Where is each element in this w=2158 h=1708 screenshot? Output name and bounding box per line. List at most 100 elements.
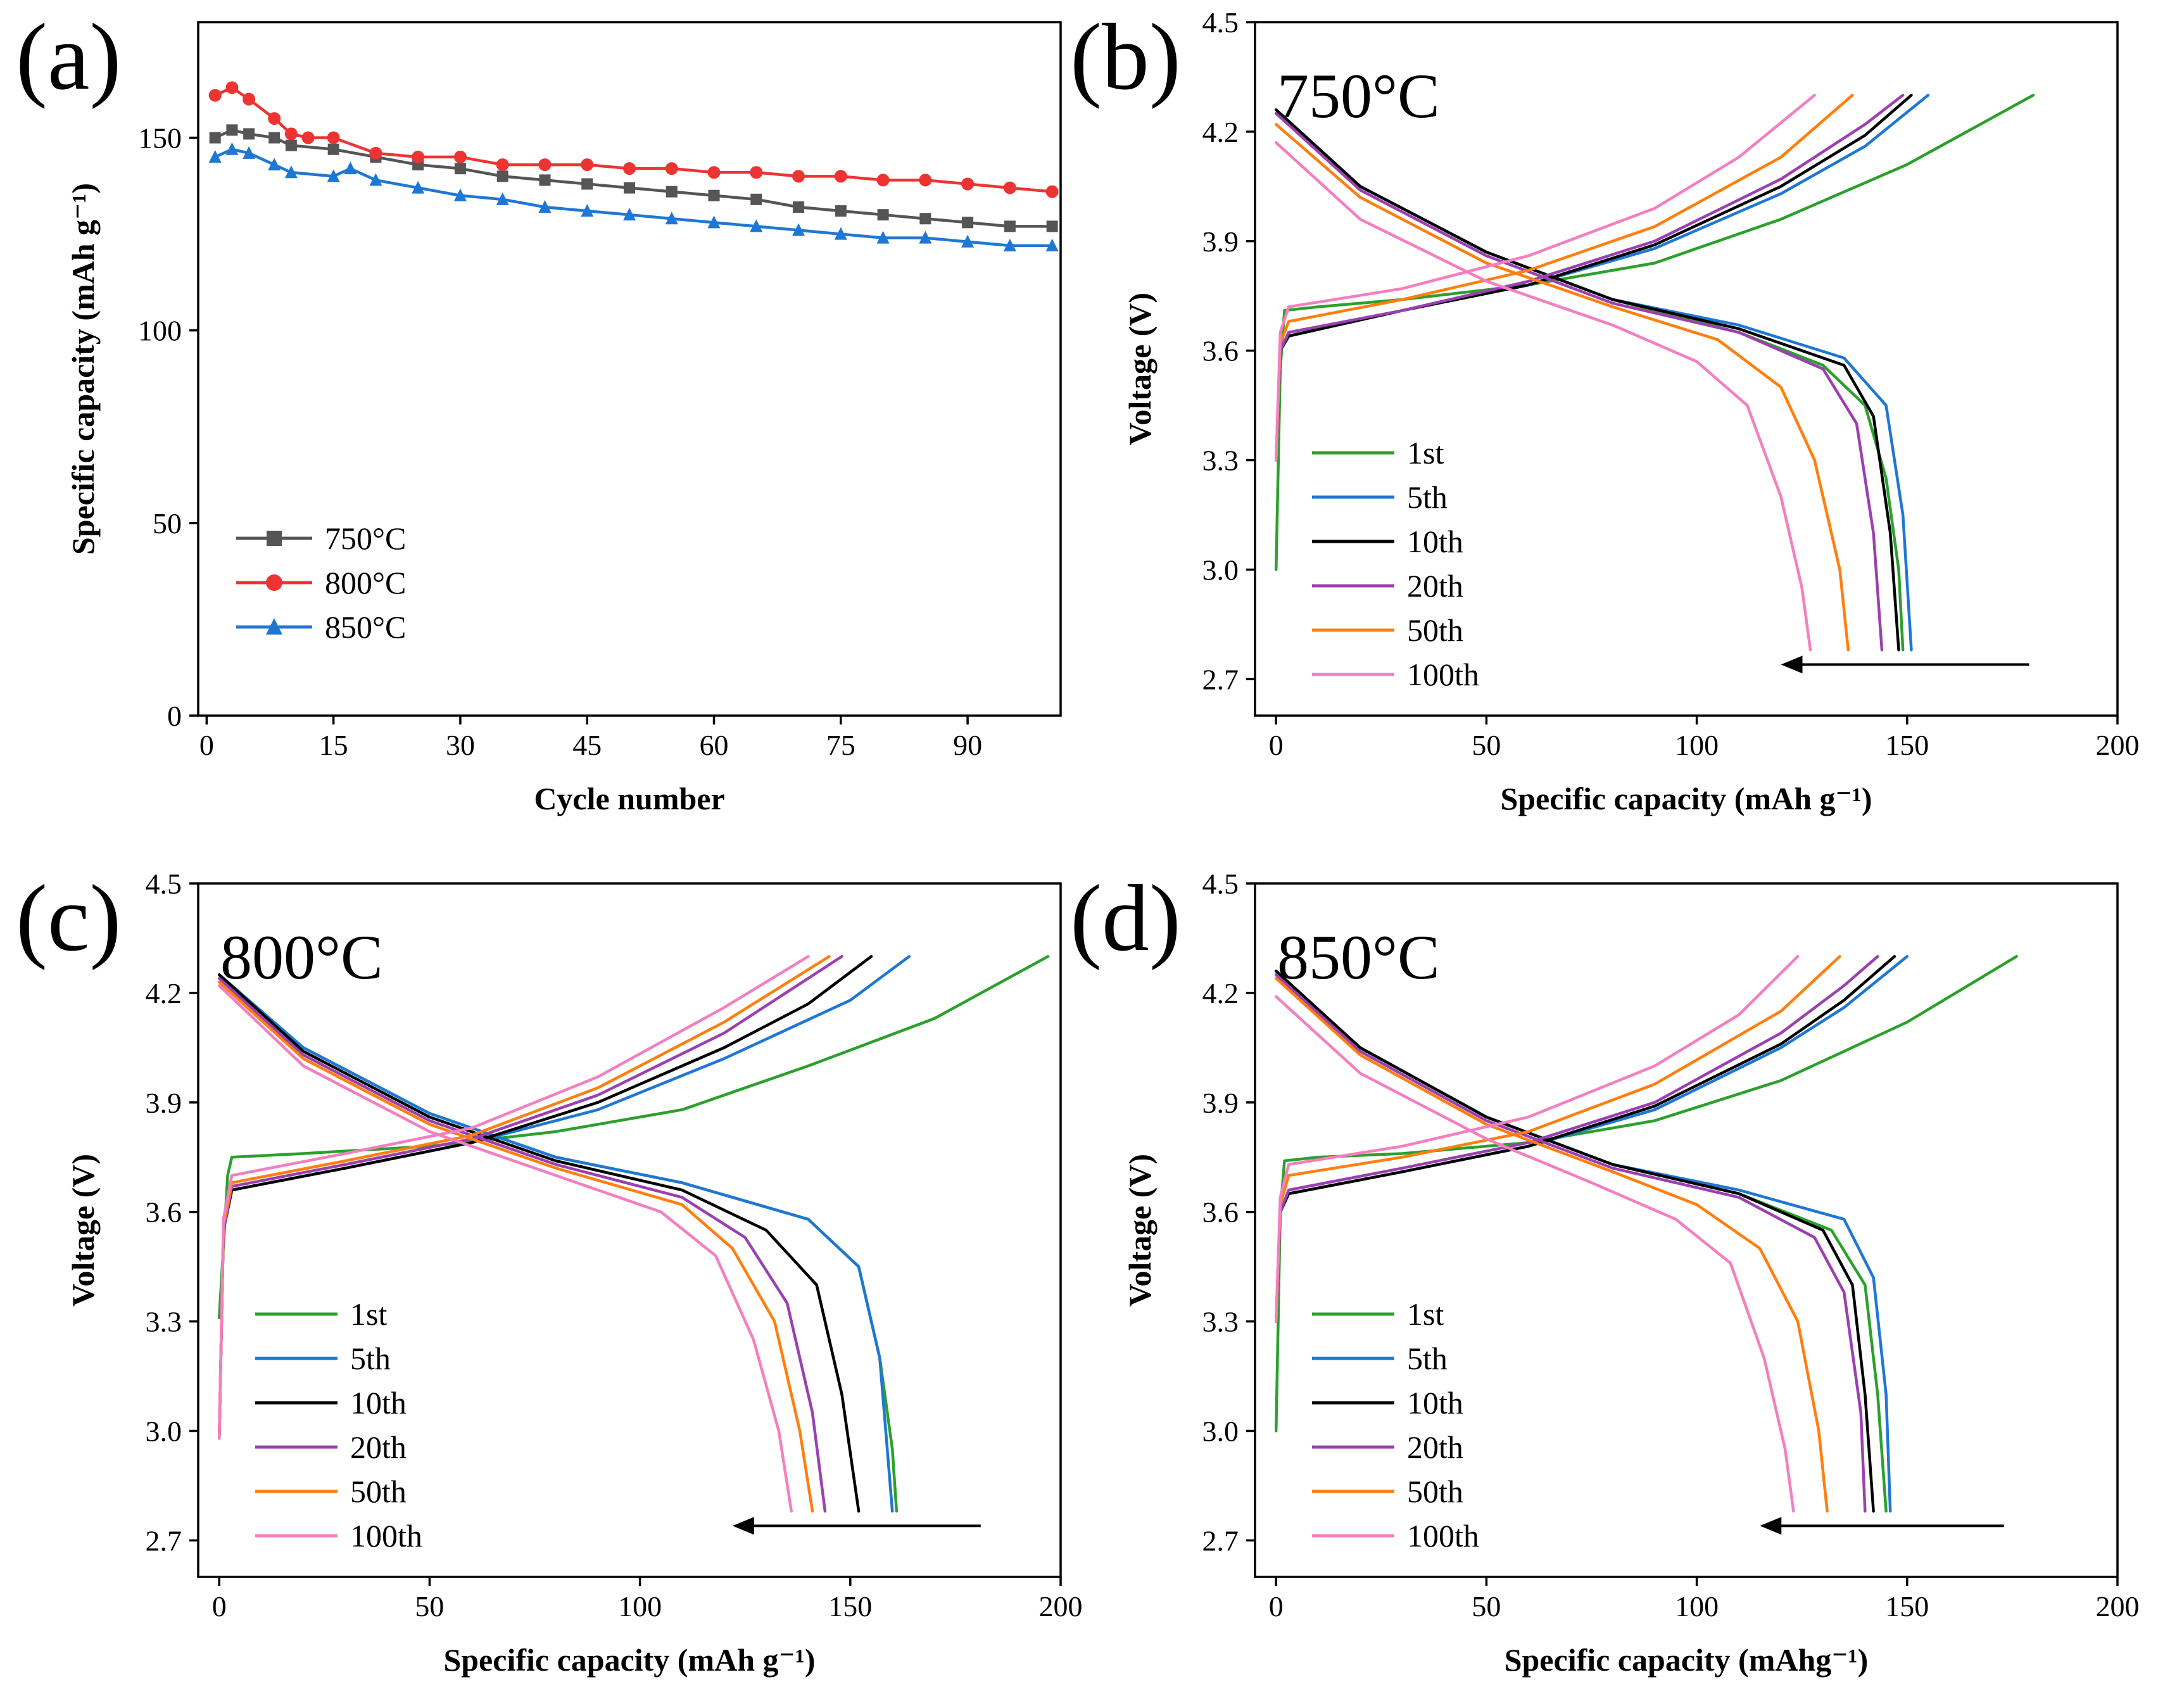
x-tick-label: 100 [1675,1590,1719,1623]
panel-d: 0 50 100 150 200 2.7 3.0 3.3 3.6 3.9 4.2 4.5 Specifi… [1070,866,2140,1678]
square-marker [750,193,762,205]
direction-arrow-head [1781,655,1803,674]
legend-label: 20th [350,1429,407,1465]
x-tick-label: 50 [1472,729,1501,761]
legend-label: 10th [350,1385,407,1420]
legend-label: 10th [1407,524,1463,559]
plot-frame [197,882,1062,1578]
panel-label: (a) [16,4,121,110]
triangle-marker [268,158,281,171]
circle-marker [1003,181,1016,194]
plot-frame [1254,21,2119,717]
x-tick-label: 200 [2096,1590,2140,1623]
triangle-marker [961,234,975,248]
discharge-curve [1274,123,1850,652]
y-tick-label: 4.2 [1202,116,1239,148]
square-marker [666,186,678,198]
circle-marker [266,574,282,591]
y-tick-label: 2.7 [1202,1524,1239,1557]
discharge-curve [217,973,861,1513]
discharge-curve [217,973,894,1513]
y-tick-label: 3.3 [1202,1306,1239,1338]
y-tick-label: 3.9 [1202,225,1239,258]
legend-label: 800°C [325,565,406,600]
plot-area [208,81,1059,251]
circle-marker [268,112,281,125]
triangle-marker [1003,238,1016,251]
y-tick-label: 0 [167,700,182,732]
triangle-marker [243,146,256,159]
discharge-curve [217,984,793,1513]
triangle-marker [453,188,467,201]
y-tick-label: 3.3 [146,1306,182,1338]
y-axis-label: Voltage (V) [1122,293,1158,445]
temperature-label: 850°C [1277,922,1440,992]
circle-marker [876,174,890,187]
y-tick-label: 4.2 [1202,977,1239,1009]
square-marker [877,209,889,221]
legend-label: 50th [1407,1474,1463,1509]
panel-label: (b) [1070,4,1181,110]
square-marker [327,143,339,155]
triangle-marker [496,192,509,205]
circle-marker [327,131,340,144]
square-marker [454,163,466,175]
triangle-marker [623,208,636,221]
y-tick-label: 4.2 [146,977,182,1009]
legend-label: 50th [1407,612,1463,648]
x-axis-label: Specific capacity (mAh g⁻¹) [443,1642,815,1678]
triangle-marker [208,149,222,163]
legend-label: 100th [1407,1518,1479,1553]
discharge-curve [1274,977,1829,1513]
square-marker [209,132,221,144]
y-axis-label: Voltage (V) [65,1154,101,1306]
y-tick-label: 3.6 [1202,1196,1239,1229]
triangle-marker [876,231,890,244]
triangle-marker [369,173,382,186]
temperature-label: 750°C [1277,61,1440,131]
y-tick-label: 3.0 [1202,554,1239,586]
y-tick-label: 50 [153,507,182,540]
triangle-marker [1045,238,1059,251]
panel-a: 0 15 30 45 60 75 90 0 50 100 150 Cycle number Specif… [16,4,1062,816]
legend-label: 850°C [325,609,406,645]
y-tick-label: 150 [138,122,182,155]
discharge-curve [1274,995,1795,1513]
x-axis-label: Specific capacity (mAh g⁻¹) [1500,781,1872,816]
circle-marker [496,158,509,172]
circle-marker [208,89,222,102]
x-tick-label: 30 [446,729,475,761]
square-marker [624,182,635,194]
legend-label: 1st [1407,435,1444,471]
square-marker [708,189,720,201]
x-tick-label: 100 [1675,729,1719,761]
legend-label: 100th [350,1518,422,1553]
plot-area [217,955,1050,1513]
charge-curve [1274,955,1800,1323]
circle-marker [1045,185,1059,198]
legend-label: 5th [1407,479,1448,515]
square-marker [539,174,551,186]
circle-marker [453,150,467,163]
x-tick-label: 0 [199,729,214,761]
triangle-marker [327,169,340,182]
y-tick-label: 3.3 [1202,445,1239,477]
triangle-marker [344,161,357,175]
circle-marker [792,170,805,183]
charge-curve [1274,94,1905,462]
square-marker [496,170,508,182]
circle-marker [581,158,594,172]
panel-b: 0 50 100 150 200 2.7 3.0 3.3 3.6 3.9 4.2 4.5 Specifi… [1070,4,2140,816]
x-tick-label: 50 [415,1590,444,1623]
plot-area [1274,955,2018,1513]
discharge-curve [1274,970,1875,1513]
legend-label: 5th [1407,1341,1448,1376]
square-marker [267,531,282,546]
triangle-marker [284,165,298,179]
plot-frame [1254,882,2119,1578]
triangle-marker [834,227,847,240]
x-tick-label: 50 [1472,1590,1501,1623]
x-tick-label: 0 [212,1590,227,1623]
x-tick-label: 200 [2096,729,2140,761]
temperature-label: 800°C [220,922,383,992]
